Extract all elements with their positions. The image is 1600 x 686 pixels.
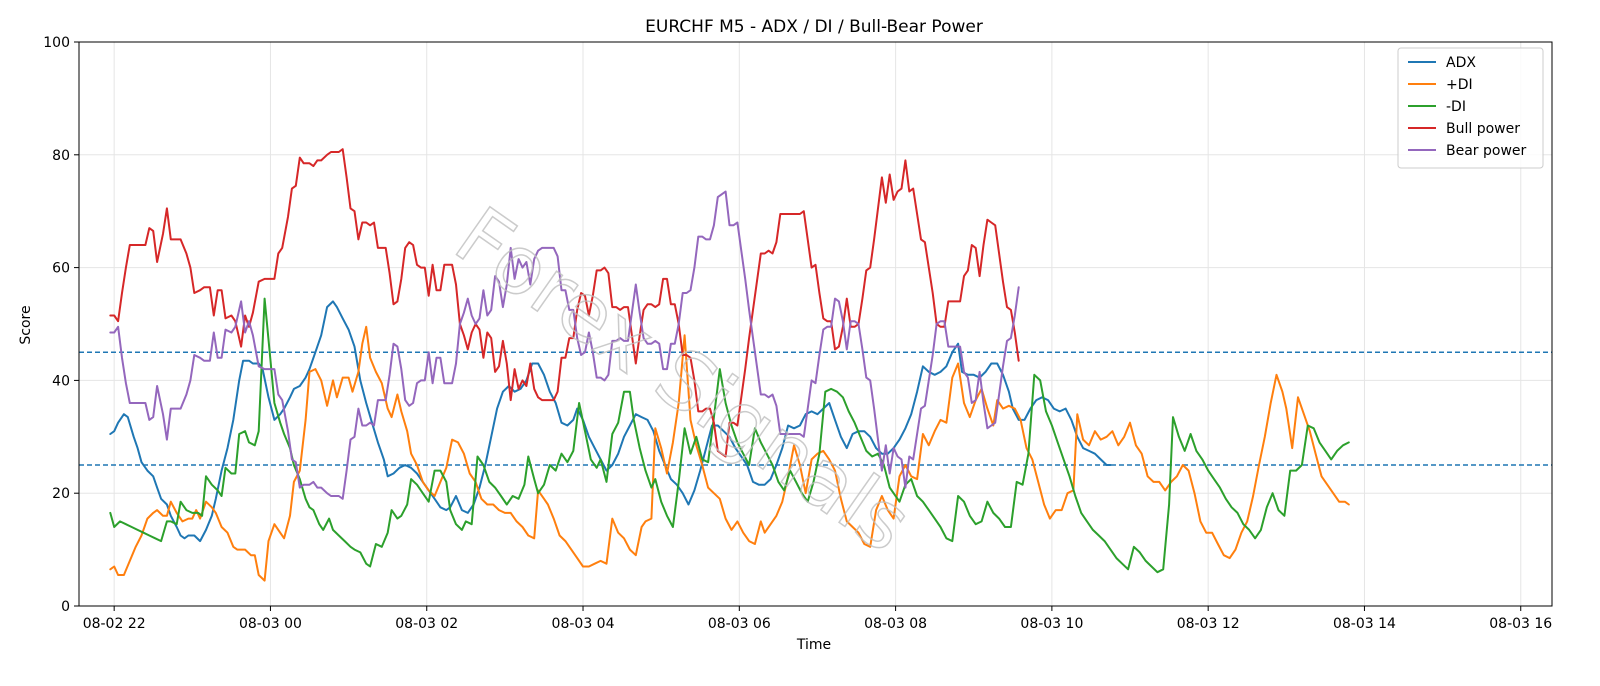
y-axis: 0 20 40 60 80 100 <box>43 35 79 615</box>
chart-title: EURCHF M5 - ADX / DI / Bull-Bear Power <box>645 17 983 37</box>
x-tick-label-9: 08-03 16 <box>1489 616 1552 632</box>
series-line-bull-power <box>109 148 1020 458</box>
x-tick-label-4: 08-03 06 <box>708 616 771 632</box>
x-tick-label-1: 08-03 00 <box>239 616 302 632</box>
x-axis-label: Time <box>796 637 831 653</box>
x-tick-label-8: 08-03 14 <box>1333 616 1396 632</box>
threshold-lines <box>79 351 1552 466</box>
series-line-bear-power <box>109 190 1020 500</box>
series-group <box>109 148 1350 582</box>
x-tick-label-3: 08-03 04 <box>552 616 615 632</box>
x-tick-label-2: 08-03 02 <box>395 616 458 632</box>
legend-label-3: Bull power <box>1446 121 1520 137</box>
x-axis: 08-02 22 08-03 00 08-03 02 08-03 04 08-03 06… <box>83 606 1552 632</box>
legend: ADX +DI -DI Bull power Bear power <box>1397 47 1544 169</box>
y-tick-label-1: 20 <box>52 486 70 502</box>
x-tick-label-7: 08-03 12 <box>1177 616 1240 632</box>
y-tick-label-4: 80 <box>52 148 70 164</box>
legend-label-0: ADX <box>1446 55 1476 71</box>
legend-label-1: +DI <box>1446 77 1473 93</box>
y-axis-label: Score <box>18 305 34 344</box>
x-tick-label-6: 08-03 10 <box>1020 616 1083 632</box>
y-tick-label-2: 40 <box>52 373 70 389</box>
legend-label-2: -DI <box>1446 99 1466 115</box>
series-line-di <box>109 325 1350 582</box>
legend-label-4: Bear power <box>1446 143 1527 159</box>
y-tick-label-3: 60 <box>52 261 70 277</box>
series-line-di <box>109 297 1350 574</box>
x-tick-label-5: 08-03 08 <box>864 616 927 632</box>
y-tick-label-5: 100 <box>43 35 70 51</box>
y-tick-label-0: 0 <box>61 599 70 615</box>
x-tick-label-0: 08-02 22 <box>83 616 146 632</box>
legend-box <box>1397 47 1544 169</box>
plot-frame <box>78 41 1553 607</box>
